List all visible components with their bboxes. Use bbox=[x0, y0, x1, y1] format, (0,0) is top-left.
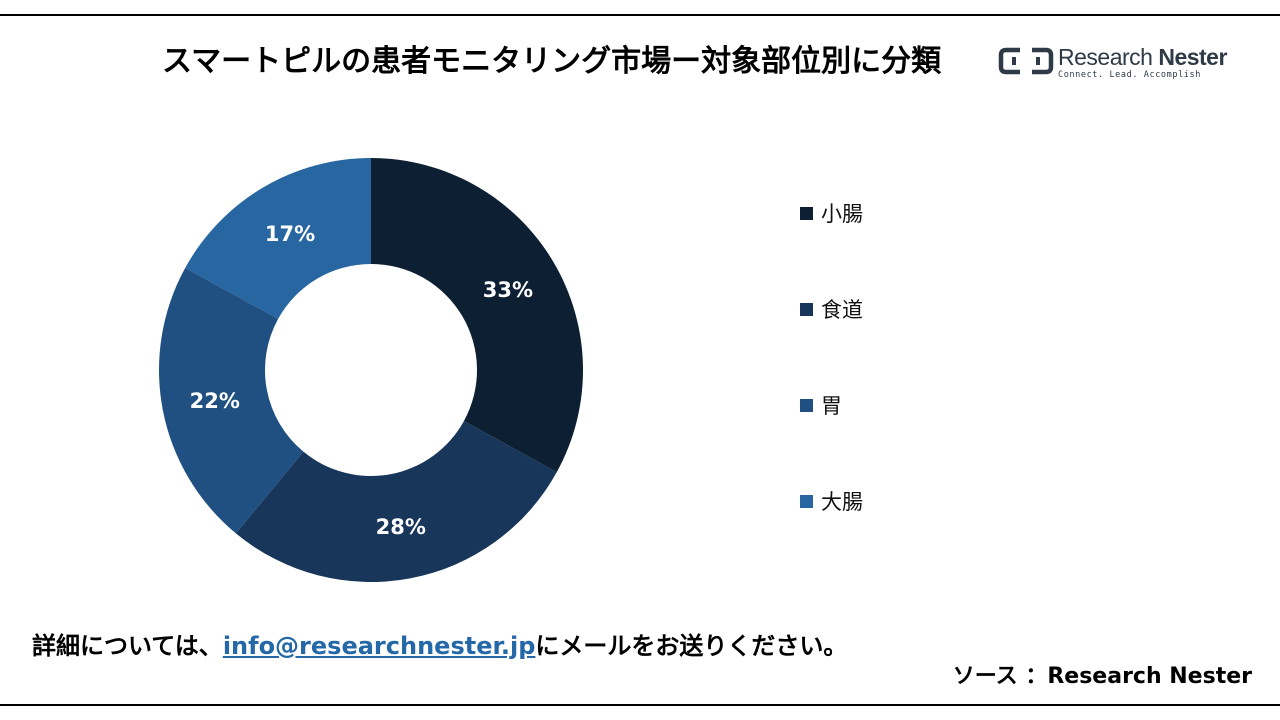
logo-tagline: Connect. Lead. Accomplish bbox=[1058, 70, 1201, 80]
donut-slice-2 bbox=[235, 421, 557, 582]
donut-slice-3 bbox=[158, 267, 304, 534]
legend-label: 食道 bbox=[821, 298, 863, 322]
source-note: ソース ：Research Nester bbox=[952, 664, 1252, 689]
legend-item-2: 食道 bbox=[800, 294, 1000, 324]
logo-mark-icon bbox=[998, 47, 1054, 75]
donut-slice-4 bbox=[185, 158, 371, 319]
slice-label-1: 33% bbox=[483, 278, 533, 302]
slice-label-4: 17% bbox=[265, 222, 315, 246]
legend-swatch bbox=[800, 494, 813, 508]
logo-name: Research Nester bbox=[1058, 44, 1227, 70]
slice-label-3: 22% bbox=[190, 389, 240, 413]
page-title: スマートピルの患者モニタリング市場ー対象部位別に分類 bbox=[162, 44, 942, 79]
contact-line: 詳細については、info@researchnester.jpにメールをお送りくだ… bbox=[32, 632, 848, 660]
legend-swatch bbox=[800, 398, 813, 412]
legend-label: 胃 bbox=[821, 394, 842, 418]
bottom-rule bbox=[0, 704, 1280, 706]
top-rule bbox=[0, 14, 1280, 16]
legend-item-3: 胃 bbox=[800, 390, 1000, 420]
slice-label-2: 28% bbox=[376, 515, 426, 539]
legend-item-1: 小腸 bbox=[800, 198, 1000, 228]
legend-label: 大腸 bbox=[821, 490, 863, 514]
legend-label: 小腸 bbox=[821, 202, 863, 226]
legend-item-4: 大腸 bbox=[800, 486, 1000, 516]
email-link[interactable]: info@researchnester.jp bbox=[222, 632, 536, 660]
legend-swatch bbox=[800, 302, 813, 316]
legend-swatch bbox=[800, 206, 813, 220]
donut-slice-1 bbox=[371, 158, 583, 473]
research-nester-logo: Research Nester Connect. Lead. Accomplis… bbox=[998, 44, 1227, 84]
